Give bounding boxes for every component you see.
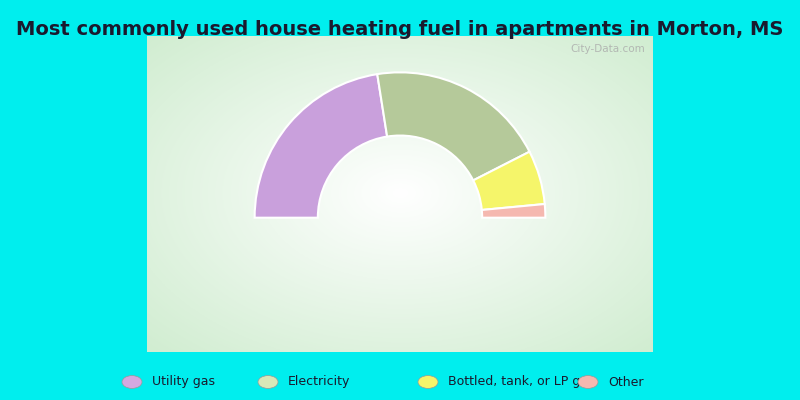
Wedge shape [482,204,546,218]
Text: City-Data.com: City-Data.com [570,44,645,54]
Text: Most commonly used house heating fuel in apartments in Morton, MS: Most commonly used house heating fuel in… [16,20,784,39]
Wedge shape [254,74,387,218]
Text: Electricity: Electricity [288,376,350,388]
Text: Bottled, tank, or LP gas: Bottled, tank, or LP gas [448,376,594,388]
Text: Other: Other [608,376,643,388]
Wedge shape [378,72,530,180]
Text: Utility gas: Utility gas [152,376,215,388]
Wedge shape [474,152,545,210]
